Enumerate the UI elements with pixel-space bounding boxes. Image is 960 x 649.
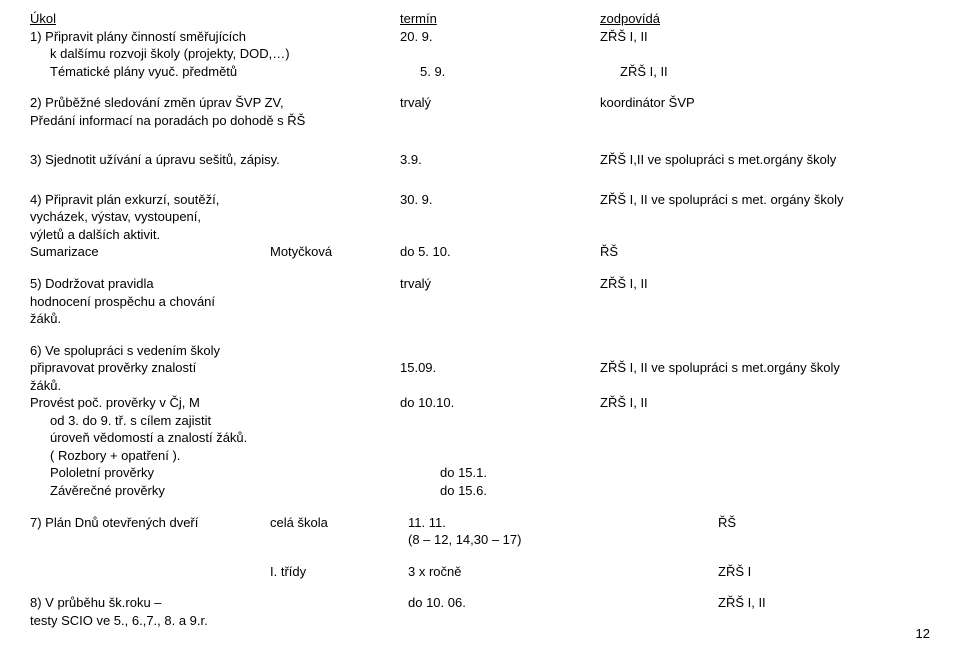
item1-row3: Tématické plány vyuč. předmětů 5. 9. ZŘŠ…	[30, 63, 930, 81]
item5-l3: žáků.	[30, 310, 400, 328]
item6-row9: Závěrečné prověrky do 15.6.	[30, 482, 930, 500]
item3-l1: 3) Sjednotit užívání a úpravu sešitů, zá…	[30, 151, 400, 169]
item6-l9: Závěrečné prověrky	[30, 482, 420, 500]
item5-row1: 5) Dodržovat pravidla trvalý ZŘŠ I, II	[30, 275, 930, 293]
item6-row1: 6) Ve spolupráci s vedením školy	[30, 342, 930, 360]
item1-r1: ZŘŠ I, II	[600, 28, 930, 46]
item7-t2: 3 x ročně	[400, 563, 608, 581]
header-col3: zodpovídá	[600, 11, 660, 26]
item4-row3: výletů a dalších aktivit.	[30, 226, 930, 244]
item8-row2: testy SCIO ve 5., 6.,7., 8. a 9.r.	[30, 612, 930, 630]
item7-m1a: celá škola	[270, 514, 328, 532]
header-col1: Úkol	[30, 11, 56, 26]
item3-row1: 3) Sjednotit užívání a úpravu sešitů, zá…	[30, 151, 930, 169]
item2-r1: koordinátor ŠVP	[600, 94, 930, 112]
item1-t1: 20. 9.	[400, 28, 600, 46]
item1-row1: 1) Připravit plány činností směřujících …	[30, 28, 930, 46]
item2-row1: 2) Průběžné sledování změn úprav ŠVP ZV,…	[30, 94, 930, 112]
item6-l2: připravovat prověrky znalostí	[30, 359, 400, 377]
item7-t1b: (8 – 12, 14,30 – 17)	[400, 531, 608, 549]
item4-r1: ZŘŠ I, II ve spolupráci s met. orgány šk…	[600, 191, 930, 209]
header-col2: termín	[400, 11, 437, 26]
item6-r4: ZŘŠ I, II	[600, 394, 930, 412]
page-number: 12	[916, 626, 930, 641]
item1-t3: 5. 9.	[420, 63, 620, 81]
item5-row2: hodnocení prospěchu a chování	[30, 293, 930, 311]
item6-row8: Pololetní prověrky do 15.1.	[30, 464, 930, 482]
item4-row4: Sumarizace Motyčková do 5. 10. ŘŠ	[30, 243, 930, 261]
item6-t4: do 10.10.	[400, 394, 600, 412]
item6-row3: žáků.	[30, 377, 930, 395]
item6-row2: připravovat prověrky znalostí 15.09. ZŘŠ…	[30, 359, 930, 377]
item7-row2: I. třídy 3 x ročně ZŘŠ I	[30, 563, 930, 581]
item2-row2: Předání informací na poradách po dohodě …	[30, 112, 930, 130]
item1-l2: k dalšímu rozvoji školy (projekty, DOD,……	[30, 45, 420, 63]
item4-l1: 4) Připravit plán exkurzí, soutěží,	[30, 191, 400, 209]
item7-t1: 11. 11.	[400, 514, 608, 532]
item6-row7: ( Rozbory + opatření ).	[30, 447, 930, 465]
item3-t1: 3.9.	[400, 151, 600, 169]
item6-t9: do 15.6.	[420, 482, 640, 500]
item6-r2: ZŘŠ I, II ve spolupráci s met.orgány ško…	[600, 359, 930, 377]
item8-row1: 8) V průběhu šk.roku – do 10. 06. ZŘŠ I,…	[30, 594, 930, 612]
item6-l5: od 3. do 9. tř. s cílem zajistit	[30, 412, 420, 430]
item6-l8: Pololetní prověrky	[30, 464, 420, 482]
item6-row6: úroveň vědomostí a znalostí žáků.	[30, 429, 930, 447]
item1-r3: ZŘŠ I, II	[620, 63, 930, 81]
item7-row1b: (8 – 12, 14,30 – 17)	[30, 531, 930, 549]
item5-r1: ZŘŠ I, II	[600, 275, 930, 293]
item5-row3: žáků.	[30, 310, 930, 328]
item6-l3: žáků.	[30, 377, 400, 395]
item5-l2: hodnocení prospěchu a chování	[30, 293, 400, 311]
item6-t8: do 15.1.	[420, 464, 640, 482]
item4-t1: 30. 9.	[400, 191, 600, 209]
item7-m2a: I. třídy	[270, 563, 306, 581]
item6-l7: ( Rozbory + opatření ).	[30, 447, 420, 465]
item7-l1: 7) Plán Dnů otevřených dveří	[30, 514, 270, 532]
item5-t1: trvalý	[400, 275, 600, 293]
item8-l1: 8) V průběhu šk.roku –	[30, 594, 400, 612]
item8-l2: testy SCIO ve 5., 6.,7., 8. a 9.r.	[30, 612, 400, 630]
item1-l3: Tématické plány vyuč. předmětů	[30, 63, 420, 81]
item4-row1: 4) Připravit plán exkurzí, soutěží, 30. …	[30, 191, 930, 209]
item4-m4a: Motyčková	[270, 243, 332, 261]
item7-row1: 7) Plán Dnů otevřených dveří celá škola …	[30, 514, 930, 532]
item4-l4: Sumarizace	[30, 243, 270, 261]
item1-row2: k dalšímu rozvoji školy (projekty, DOD,……	[30, 45, 930, 63]
item4-m4b: do 5. 10.	[400, 243, 600, 261]
item5-l1: 5) Dodržovat pravidla	[30, 275, 400, 293]
item7-r1: ŘŠ	[608, 514, 930, 532]
item6-l6: úroveň vědomostí a znalostí žáků.	[30, 429, 420, 447]
item7-r2: ZŘŠ I	[608, 563, 930, 581]
item6-l1: 6) Ve spolupráci s vedením školy	[30, 342, 400, 360]
item2-l2: Předání informací na poradách po dohodě …	[30, 112, 400, 130]
item4-r4: ŘŠ	[600, 243, 930, 261]
header-row: Úkol termín zodpovídá	[30, 10, 930, 28]
item4-l2: vycházek, výstav, vystoupení,	[30, 208, 400, 226]
item4-row2: vycházek, výstav, vystoupení,	[30, 208, 930, 226]
item6-t2: 15.09.	[400, 359, 600, 377]
item2-t1: trvalý	[400, 94, 600, 112]
item8-t1: do 10. 06.	[400, 594, 608, 612]
item3-r1: ZŘŠ I,II ve spolupráci s met.orgány škol…	[600, 151, 930, 169]
item2-l1: 2) Průběžné sledování změn úprav ŠVP ZV,	[30, 94, 400, 112]
item6-row5: od 3. do 9. tř. s cílem zajistit	[30, 412, 930, 430]
item6-l4: Provést poč. prověrky v Čj, M	[30, 394, 400, 412]
item6-row4: Provést poč. prověrky v Čj, M do 10.10. …	[30, 394, 930, 412]
item1-l1: 1) Připravit plány činností směřujících	[30, 28, 400, 46]
item8-r1: ZŘŠ I, II	[608, 594, 930, 612]
item4-l3: výletů a dalších aktivit.	[30, 226, 400, 244]
